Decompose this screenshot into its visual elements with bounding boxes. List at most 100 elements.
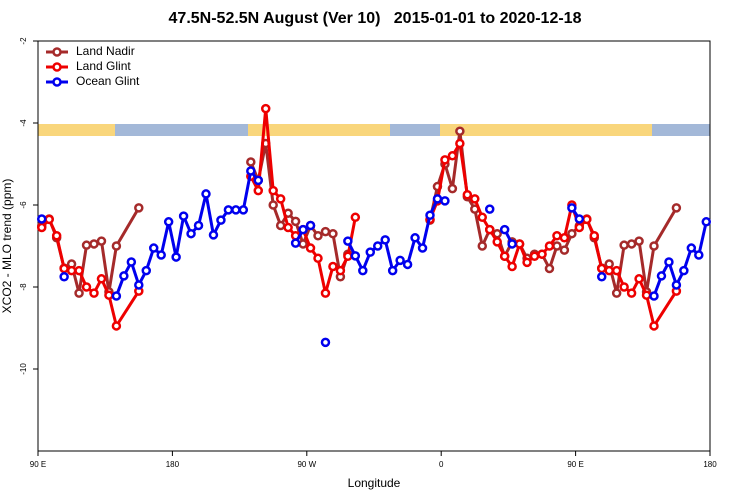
point [649,241,659,251]
point [81,240,92,250]
point [178,211,189,221]
point [44,214,54,225]
point [559,233,570,243]
chart-title: 47.5N-52.5N August (Ver 10) 2015-01-01 t… [169,10,582,27]
point [111,291,122,301]
point [567,203,577,213]
point [425,210,435,220]
point [574,214,585,224]
point [641,290,652,300]
point [260,103,271,114]
point [432,194,443,204]
point [604,265,614,276]
point [96,274,107,284]
x-tick-label: 90 E [567,460,583,469]
point [440,155,450,165]
land-band [248,124,390,136]
point [358,265,368,276]
ocean-band [652,124,710,136]
x-tick-label: 0 [439,460,444,469]
point [305,220,316,231]
point [74,288,84,298]
point [328,228,338,239]
point [238,205,249,215]
point [231,205,241,215]
point [141,265,152,276]
point [596,263,607,274]
point [492,237,502,247]
point [634,274,644,284]
point [589,231,600,241]
point [96,236,107,246]
point [111,241,122,251]
point [537,249,547,259]
point [410,233,420,243]
land-band [440,124,652,136]
point [544,263,555,274]
x-axis-label: Longitude [348,476,401,490]
y-tick-label: -6 [19,201,28,209]
x-tick-label: 180 [703,460,717,469]
point [365,247,376,257]
legend-label: Ocean Glint [76,74,140,88]
point [455,138,465,149]
point [148,243,159,253]
point [380,235,390,245]
point [686,243,697,253]
point [447,151,458,161]
point [649,321,659,331]
point [484,224,495,235]
point [582,214,592,225]
point [484,204,495,214]
plot-frame [37,40,711,452]
point [36,214,47,224]
point [268,185,278,196]
point [611,288,622,298]
point [395,255,405,266]
y-tick-label: -2 [19,37,28,45]
point [275,194,286,204]
point [619,240,629,250]
point [275,220,286,231]
point [656,271,667,281]
point [89,239,99,249]
point [290,238,301,248]
point [290,216,301,227]
legend-marker [52,77,62,87]
point [671,280,682,290]
point [66,265,77,276]
point [119,271,129,281]
point [626,288,637,298]
y-axis-label: XCO2 - MLO trend (ppm) [0,179,14,314]
point [126,257,137,267]
point [163,217,174,227]
point [156,250,166,260]
point [462,190,473,200]
point [253,185,264,196]
point [89,288,99,298]
point [447,183,458,194]
x-tick-label: 180 [166,460,180,469]
point [552,241,562,251]
point [470,194,480,204]
point [499,224,510,235]
point [36,222,47,233]
point [104,290,114,300]
point [268,200,278,210]
point [223,205,234,215]
point [529,251,540,261]
point [253,175,264,186]
point [402,259,413,270]
point [701,217,712,227]
point [694,250,704,260]
point [134,203,144,213]
point [417,243,428,253]
point [559,245,570,255]
point [544,241,555,251]
point [246,166,256,176]
x-tick-label: 90 E [30,460,46,469]
point [626,239,637,249]
point [499,251,510,261]
point [186,228,196,239]
point [477,241,488,251]
